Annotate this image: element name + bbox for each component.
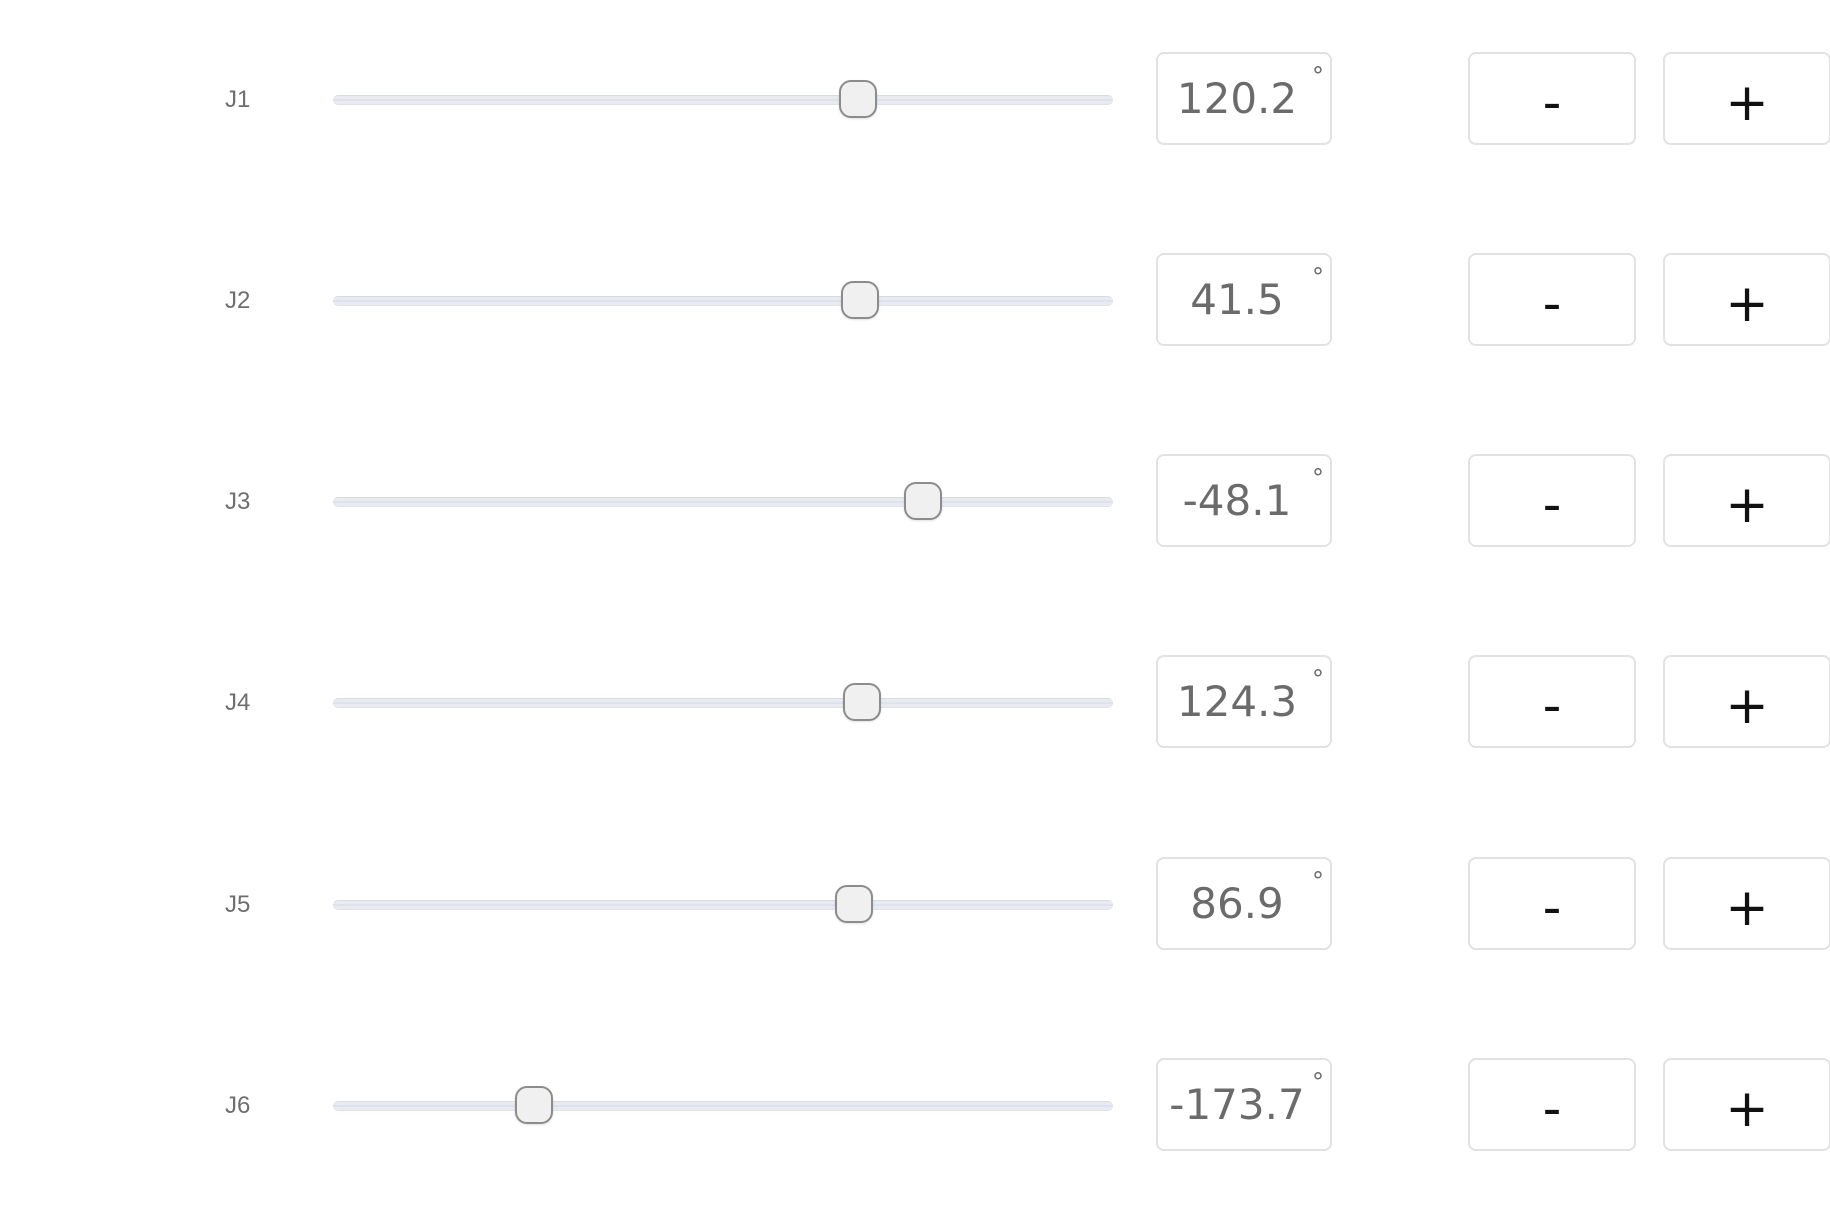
joint-row-j2: J2 ° - + — [0, 253, 1830, 349]
slider-thumb[interactable] — [842, 683, 881, 721]
slider-thumb[interactable] — [514, 1086, 553, 1124]
joint-label: J3 — [225, 488, 251, 515]
joint-value-input[interactable] — [1162, 875, 1312, 931]
joint-value-box: ° — [1156, 1058, 1332, 1151]
joint-slider[interactable] — [330, 281, 1116, 321]
increment-label: + — [1725, 274, 1769, 334]
decrement-button[interactable]: - — [1468, 253, 1636, 346]
decrement-button[interactable]: - — [1468, 454, 1636, 547]
degree-unit: ° — [1312, 62, 1324, 90]
joint-row-j3: J3 ° - + — [0, 454, 1830, 550]
joint-row-j4: J4 ° - + — [0, 655, 1830, 751]
slider-track[interactable] — [333, 497, 1113, 507]
slider-track[interactable] — [333, 296, 1113, 306]
decrement-label: - — [1542, 274, 1562, 334]
joint-slider[interactable] — [330, 482, 1116, 522]
decrement-button[interactable]: - — [1468, 655, 1636, 748]
increment-button[interactable]: + — [1663, 52, 1830, 145]
joint-slider[interactable] — [330, 885, 1116, 925]
increment-label: + — [1725, 475, 1769, 535]
increment-label: + — [1725, 878, 1769, 938]
degree-unit: ° — [1312, 1068, 1324, 1096]
joint-value-input[interactable] — [1162, 70, 1312, 126]
degree-unit: ° — [1312, 867, 1324, 895]
joint-slider[interactable] — [330, 683, 1116, 723]
slider-track[interactable] — [333, 1101, 1113, 1111]
slider-thumb[interactable] — [838, 80, 877, 118]
decrement-label: - — [1542, 1079, 1562, 1139]
degree-unit: ° — [1312, 263, 1324, 291]
decrement-label: - — [1542, 73, 1562, 133]
degree-unit: ° — [1312, 464, 1324, 492]
joint-value-box: ° — [1156, 52, 1332, 145]
joint-label: J6 — [225, 1092, 251, 1119]
joint-label: J4 — [225, 689, 251, 716]
slider-thumb[interactable] — [840, 281, 879, 319]
joint-value-box: ° — [1156, 655, 1332, 748]
slider-track[interactable] — [333, 698, 1113, 708]
joint-value-input[interactable] — [1162, 673, 1312, 729]
increment-label: + — [1725, 1079, 1769, 1139]
increment-button[interactable]: + — [1663, 454, 1830, 547]
increment-button[interactable]: + — [1663, 253, 1830, 346]
slider-thumb[interactable] — [903, 482, 942, 520]
joint-value-box: ° — [1156, 253, 1332, 346]
joint-row-j1: J1 ° - + — [0, 52, 1830, 148]
slider-track[interactable] — [333, 95, 1113, 105]
joint-value-box: ° — [1156, 454, 1332, 547]
increment-label: + — [1725, 676, 1769, 736]
joint-slider[interactable] — [330, 80, 1116, 120]
increment-button[interactable]: + — [1663, 655, 1830, 748]
slider-track[interactable] — [333, 900, 1113, 910]
joint-label: J2 — [225, 287, 251, 314]
increment-button[interactable]: + — [1663, 1058, 1830, 1151]
joint-value-input[interactable] — [1162, 1076, 1312, 1132]
decrement-button[interactable]: - — [1468, 1058, 1636, 1151]
joint-row-j5: J5 ° - + — [0, 857, 1830, 953]
increment-label: + — [1725, 73, 1769, 133]
degree-unit: ° — [1312, 665, 1324, 693]
decrement-button[interactable]: - — [1468, 52, 1636, 145]
decrement-label: - — [1542, 676, 1562, 736]
joint-value-input[interactable] — [1162, 472, 1312, 528]
joint-value-box: ° — [1156, 857, 1332, 950]
slider-thumb[interactable] — [835, 885, 874, 923]
decrement-button[interactable]: - — [1468, 857, 1636, 950]
decrement-label: - — [1542, 475, 1562, 535]
decrement-label: - — [1542, 878, 1562, 938]
increment-button[interactable]: + — [1663, 857, 1830, 950]
joint-value-input[interactable] — [1162, 271, 1312, 327]
joint-label: J5 — [225, 891, 251, 918]
joint-slider[interactable] — [330, 1086, 1116, 1126]
joint-label: J1 — [225, 86, 251, 113]
joint-row-j6: J6 ° - + — [0, 1058, 1830, 1154]
